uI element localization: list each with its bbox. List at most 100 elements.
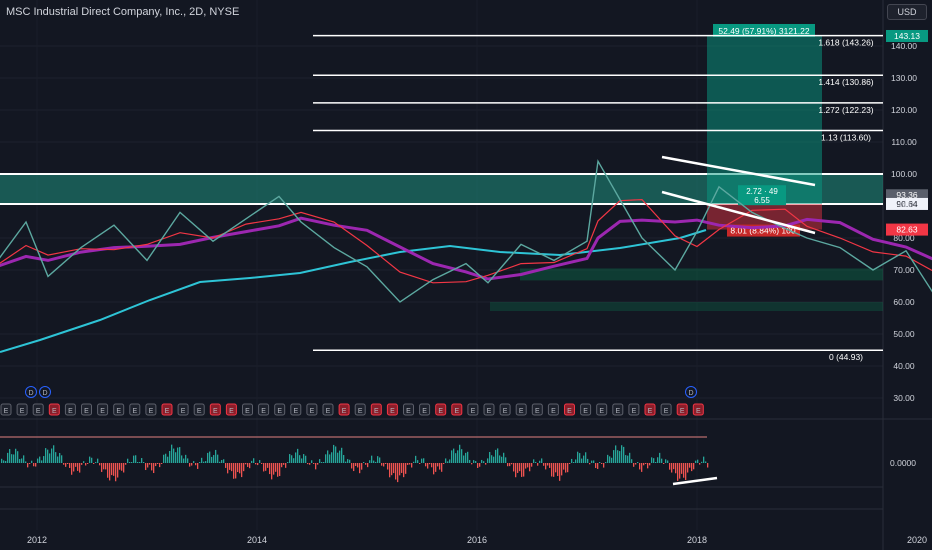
oscillator-bar bbox=[449, 459, 451, 463]
earnings-marker bbox=[354, 403, 366, 416]
oscillator-bar bbox=[149, 463, 151, 465]
oscillator-bar bbox=[37, 458, 39, 463]
earnings-marker-label: E bbox=[438, 408, 443, 415]
oscillator-bar bbox=[559, 463, 561, 481]
earnings-marker-label: E bbox=[487, 408, 492, 415]
oscillator-bar bbox=[367, 463, 369, 468]
earnings-marker-label: E bbox=[615, 408, 620, 415]
earnings-marker-label: E bbox=[390, 408, 395, 415]
earnings-marker bbox=[129, 403, 141, 416]
earnings-marker bbox=[612, 403, 624, 416]
oscillator-bar bbox=[7, 452, 9, 463]
oscillator-bar bbox=[175, 452, 177, 463]
oscillator-bar bbox=[515, 463, 517, 478]
earnings-marker-label: E bbox=[503, 408, 508, 415]
oscillator-bar bbox=[137, 462, 139, 463]
oscillator-bar bbox=[475, 461, 477, 463]
oscillator-bar bbox=[435, 463, 437, 472]
oscillator-bar bbox=[241, 463, 243, 478]
oscillator-bar bbox=[447, 461, 449, 463]
earnings-marker bbox=[451, 403, 463, 416]
oscillator-bar bbox=[111, 463, 113, 476]
oscillator-bar bbox=[79, 463, 81, 473]
oscillator-bar bbox=[279, 463, 281, 476]
fib-level-label: 1.618 (143.26) bbox=[818, 38, 873, 48]
y-tick-label: 140.00 bbox=[891, 41, 917, 51]
oscillator-bar bbox=[329, 454, 331, 463]
earnings-marker bbox=[660, 403, 672, 416]
oscillator-bar bbox=[301, 458, 303, 463]
oscillator-bar bbox=[605, 462, 607, 463]
oscillator-bar bbox=[407, 463, 409, 465]
earnings-marker bbox=[515, 403, 527, 416]
oscillator-bar bbox=[585, 452, 587, 463]
oscillator-bar bbox=[373, 460, 375, 463]
oscillator-bar bbox=[657, 457, 659, 463]
oscillator-bar bbox=[651, 457, 653, 463]
demand-zone bbox=[520, 268, 883, 281]
oscillator-bar bbox=[207, 452, 209, 463]
earnings-marker-label: E bbox=[229, 408, 234, 415]
oscillator-bar bbox=[293, 458, 295, 463]
earnings-marker-label: E bbox=[197, 408, 202, 415]
oscillator-bar bbox=[523, 463, 525, 477]
oscillator-bar bbox=[335, 446, 337, 463]
earnings-marker-label: E bbox=[664, 408, 669, 415]
oscillator-bar bbox=[247, 463, 249, 467]
oscillator-bar bbox=[489, 451, 491, 463]
oscillator-bar bbox=[303, 454, 305, 463]
oscillator-bar bbox=[431, 463, 433, 468]
oscillator-bar bbox=[35, 463, 37, 467]
oscillator-bar bbox=[97, 458, 99, 463]
x-tick-label: 2020 bbox=[907, 535, 927, 545]
oscillator-bar bbox=[429, 463, 431, 465]
oscillator-bar bbox=[289, 454, 291, 463]
oscillator-bar bbox=[519, 463, 521, 472]
earnings-marker bbox=[596, 403, 608, 416]
oscillator-bar bbox=[685, 463, 687, 481]
earnings-marker-label: E bbox=[132, 408, 137, 415]
oscillator-bar bbox=[549, 463, 551, 468]
earnings-marker bbox=[0, 403, 12, 416]
oscillator-bar bbox=[313, 463, 315, 464]
oscillator-bar bbox=[611, 457, 613, 463]
earnings-marker bbox=[403, 403, 414, 416]
oscillator-bar bbox=[347, 459, 349, 463]
oscillator-bar bbox=[629, 452, 631, 463]
oscillator-bar bbox=[173, 448, 175, 463]
oscillator-bar bbox=[45, 448, 47, 463]
currency-button[interactable]: USD bbox=[887, 4, 927, 20]
oscillator-bar bbox=[255, 463, 257, 465]
oscillator-bar bbox=[699, 463, 701, 465]
earnings-marker bbox=[692, 403, 704, 416]
oscillator-bar bbox=[305, 455, 307, 463]
oscillator-bar bbox=[487, 458, 489, 463]
earnings-marker bbox=[177, 403, 189, 416]
oscillator-bar bbox=[351, 463, 353, 469]
oscillator-bar bbox=[525, 463, 527, 469]
earnings-marker-label: E bbox=[20, 408, 25, 415]
oscillator-bar bbox=[181, 455, 183, 463]
price-tag: 93.36 bbox=[896, 190, 918, 200]
oscillator-bar bbox=[107, 463, 109, 478]
oscillator-bar bbox=[113, 463, 115, 476]
oscillator-bar bbox=[199, 462, 201, 463]
oscillator-bar bbox=[169, 450, 171, 463]
oscillator-bar bbox=[661, 458, 663, 463]
oscillator-bar bbox=[575, 459, 577, 463]
oscillator-bar bbox=[543, 463, 545, 466]
oscillator-bar bbox=[27, 463, 29, 468]
oscillator-bar bbox=[93, 463, 95, 464]
oscillator-bar bbox=[119, 463, 121, 470]
oscillator-bar bbox=[339, 450, 341, 463]
oscillator-bar bbox=[437, 463, 439, 467]
oscillator-bar bbox=[327, 450, 329, 463]
oscillator-bar bbox=[19, 459, 21, 463]
earnings-marker bbox=[386, 403, 398, 416]
y-tick-label: 40.00 bbox=[893, 361, 915, 371]
oscillator-bar bbox=[491, 455, 493, 463]
oscillator-bar bbox=[53, 445, 55, 463]
oscillator-bar bbox=[641, 463, 643, 472]
earnings-marker-label: E bbox=[149, 408, 154, 415]
